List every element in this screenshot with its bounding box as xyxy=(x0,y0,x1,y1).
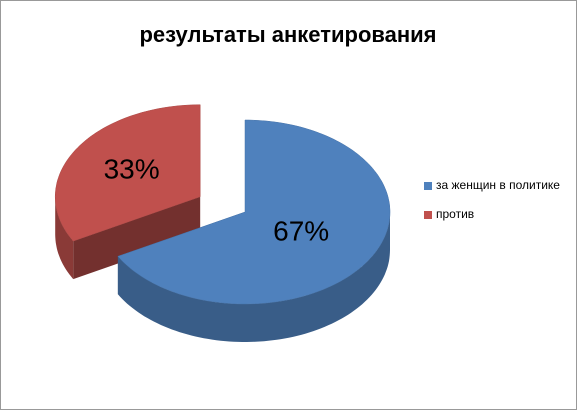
slice-cut-face xyxy=(73,196,201,280)
data-label: 33% xyxy=(104,153,160,184)
chart-title: результаты анкетирования xyxy=(139,22,436,47)
legend-label: за женщин в политике xyxy=(436,178,560,192)
slice-side xyxy=(117,212,391,342)
legend-swatch xyxy=(424,211,432,219)
slice-side xyxy=(55,196,74,280)
slice xyxy=(117,119,391,305)
data-label: 67% xyxy=(273,215,329,246)
legend-label: против xyxy=(436,207,474,221)
legend-swatch xyxy=(424,182,432,190)
slice xyxy=(54,104,201,242)
